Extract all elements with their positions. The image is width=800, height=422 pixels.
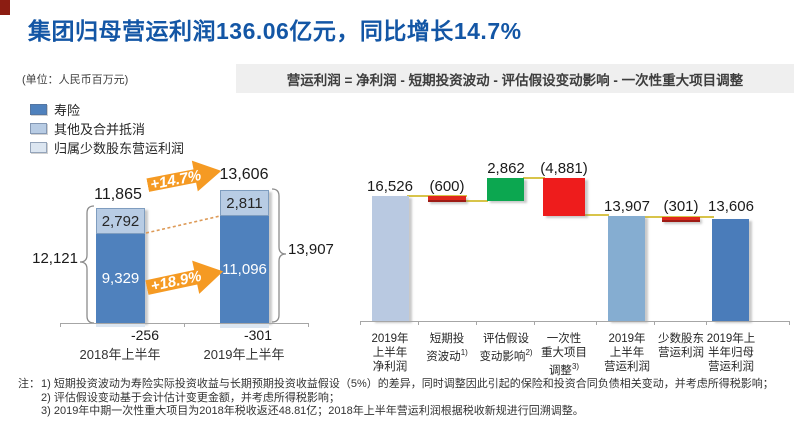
legend-item-life: 寿险 <box>30 100 184 119</box>
axis-tick <box>596 321 597 325</box>
axis-tick <box>654 321 655 325</box>
growth-arrow-total: +14.7% <box>144 154 224 202</box>
wf-value-minority: (301) <box>663 198 699 215</box>
axis-tick <box>789 321 790 325</box>
legend-swatch-minority <box>30 142 47 153</box>
wf-bar-assumption <box>487 178 524 201</box>
wf-bar-parent-op-profit <box>712 219 749 321</box>
wf-bar-net-profit <box>372 196 409 321</box>
segment-other-2018: 2,792 <box>96 208 145 234</box>
growth-arrow-total-label: +14.7% <box>148 166 203 193</box>
note-line-3: 3) 2019年中期一次性重大项目为2018年税收返还48.81亿；2018年上… <box>41 405 584 417</box>
wf-value-op-profit: 13,907 <box>604 198 650 215</box>
legend-label-other: 其他及合并抵消 <box>54 122 146 137</box>
notes: 1) 短期投资波动为寿险实际投资收益与长期预期投资收益假设（5%）的差异，同时调… <box>41 378 793 419</box>
axis-tick <box>706 321 707 325</box>
wf-cat-op-profit: 2019年 上半年 营运利润 <box>604 333 650 373</box>
category-2019: 2019年上半年 <box>203 347 285 362</box>
axis-tick <box>418 321 419 325</box>
wf-value-parent-op-profit: 13,606 <box>708 198 754 215</box>
legend-swatch-life <box>30 104 47 115</box>
wf-bar-one-off <box>543 178 585 216</box>
note-line-2: 2) 评估假设变动基于会计估计变更金额，并考虑所得税影响； <box>41 391 340 404</box>
axis-tick <box>360 321 361 325</box>
wf-cat-net-profit: 2019年 上半年 净利润 <box>371 333 409 373</box>
waterfall-connector <box>583 214 609 216</box>
axis-tick <box>534 321 535 325</box>
wf-cat-assumption: 评估假设 变动影响2) <box>479 333 533 363</box>
bracket-label-2018-subtotal: 12,121 <box>32 250 78 267</box>
bar-2019: 2,811 11,096 <box>220 190 269 323</box>
segment-other-2019-value: 2,811 <box>226 194 263 212</box>
minority-label-2019: -301 <box>243 327 273 343</box>
segment-life-2019: 11,096 <box>220 216 269 323</box>
axis-tick <box>308 323 309 327</box>
axis-tick <box>476 321 477 325</box>
growth-arrow-life-label: +18.9% <box>149 267 204 296</box>
wf-bar-short-term <box>428 196 466 202</box>
segment-life-2018-value: 9,329 <box>101 270 140 287</box>
total-label-2019: 13,606 <box>219 166 269 183</box>
axis-tick <box>184 323 185 327</box>
segment-minority-2019 <box>220 324 269 328</box>
waterfall-connector <box>445 200 488 202</box>
note-line-1: 1) 短期投资波动为寿险实际投资收益与长期预期投资收益假设（5%）的差异，同时调… <box>41 378 774 390</box>
unit-label: (单位：人民币百万元) <box>22 74 129 86</box>
legend-label-minority: 归属少数股东营运利润 <box>54 141 185 156</box>
wf-bar-op-profit <box>608 216 645 321</box>
wf-cat-short-term: 短期投 资波动1) <box>426 333 468 363</box>
formula-text: 营运利润 = 净利润 - 短期投资波动 - 评估假设变动影响 - 一次性重大项目… <box>286 72 744 88</box>
notes-prefix: 注： <box>18 378 40 390</box>
legend-item-minority: 归属少数股东营运利润 <box>30 138 184 157</box>
legend-item-other: 其他及合并抵消 <box>30 119 184 138</box>
segment-life-2019-value: 11,096 <box>222 261 267 278</box>
wf-bar-minority <box>662 217 700 222</box>
segment-life-2018: 9,329 <box>96 234 145 323</box>
waterfall-connector <box>523 177 545 179</box>
dashed-trend-line <box>145 215 221 234</box>
category-2018: 2018年上半年 <box>79 347 161 362</box>
wf-value-net-profit: 16,526 <box>367 178 413 195</box>
right-brace <box>271 188 286 323</box>
legend: 寿险 其他及合并抵消 归属少数股东营运利润 <box>30 100 184 157</box>
wf-cat-parent-op-profit: 2019年上 半年归母 营运利润 <box>706 333 756 373</box>
wf-value-short-term: (600) <box>429 178 465 195</box>
bar-2018: 2,792 9,329 <box>96 208 145 323</box>
page-title: 集团归母营运利润136.06亿元，同比增长14.7% <box>28 18 522 44</box>
bracket-label-2019-subtotal: 13,907 <box>288 241 334 258</box>
axis-tick <box>60 323 61 327</box>
wf-cat-one-off: 一次性 重大项目 调整3) <box>541 333 587 377</box>
left-brace <box>80 205 95 324</box>
segment-minority-2018 <box>96 324 145 327</box>
total-label-2018: 11,865 <box>94 186 142 203</box>
minority-label-2018: -256 <box>130 327 160 343</box>
wf-cat-minority: 少数股东 营运利润 <box>658 333 704 359</box>
segment-other-2018-value: 2,792 <box>101 212 140 230</box>
waterfall-x-axis <box>360 321 790 322</box>
segment-other-2019: 2,811 <box>220 190 269 216</box>
growth-arrow-life: +18.9% <box>143 253 227 305</box>
formula-banner: 营运利润 = 净利润 - 短期投资波动 - 评估假设变动影响 - 一次性重大项目… <box>236 64 794 93</box>
legend-label-life: 寿险 <box>54 103 81 118</box>
wf-value-one-off: (4,881) <box>540 160 588 177</box>
legend-swatch-other <box>30 123 47 134</box>
wf-value-assumption: 2,862 <box>487 160 525 177</box>
corner-accent <box>0 0 10 15</box>
